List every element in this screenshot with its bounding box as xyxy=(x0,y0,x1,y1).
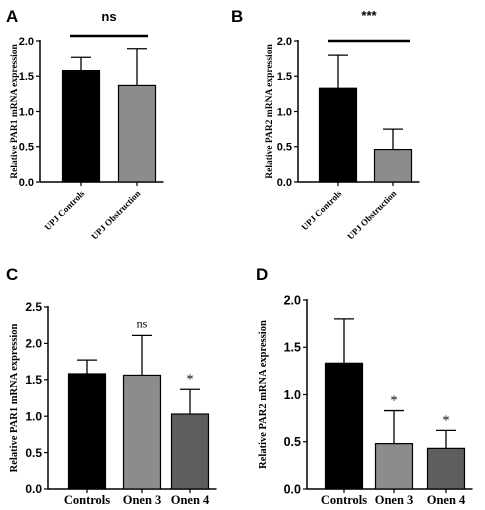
y-tick-label: 2.0 xyxy=(19,36,34,48)
bar xyxy=(318,87,358,183)
y-tick-label: 1.5 xyxy=(277,71,292,83)
category-label: Onen 3 xyxy=(123,493,162,507)
bar xyxy=(67,373,107,490)
y-tick-label: 0.0 xyxy=(284,482,301,496)
y-tick-label: 1.5 xyxy=(25,373,42,387)
panel-letter-c: C xyxy=(6,265,18,284)
y-tick-label: 0.5 xyxy=(19,142,34,154)
category-label: Controls xyxy=(64,493,110,507)
significance-label: ns xyxy=(101,9,116,24)
bar xyxy=(170,413,210,490)
y-tick-label: 0.5 xyxy=(277,142,292,154)
bar xyxy=(426,447,466,490)
bar xyxy=(373,148,413,183)
category-label: Onen 4 xyxy=(171,493,210,507)
y-tick-label: 1.0 xyxy=(25,409,42,423)
y-tick-label: 1.0 xyxy=(277,106,292,118)
category-label: UPJ Obstruction xyxy=(345,188,398,241)
significance-mark: * xyxy=(391,394,398,409)
y-axis-label: Relative PAR1 mRNA expression xyxy=(9,324,20,473)
bar xyxy=(374,443,414,490)
category-label: UPJ Controls xyxy=(300,188,344,232)
significance-label: *** xyxy=(361,8,377,23)
bar xyxy=(122,374,162,490)
y-tick-label: 0.0 xyxy=(277,177,292,189)
panel-letter-a: A xyxy=(6,7,18,26)
y-tick-label: 1.0 xyxy=(284,388,301,402)
panel-c: C 0.0 0.5 1.0 1.5 2.0 2.5 Relative PAR1 mRNA e… xyxy=(6,265,217,507)
category-label: Onen 3 xyxy=(375,493,414,507)
panel-letter-b: B xyxy=(231,7,243,26)
y-axis-label: Relative PAR2 mRNA expression xyxy=(258,320,269,469)
significance-mark: ns xyxy=(137,316,148,330)
y-tick-label: 2.0 xyxy=(25,337,42,351)
bar xyxy=(324,362,364,490)
bar xyxy=(117,84,157,183)
y-tick-label: 2.5 xyxy=(25,300,42,314)
y-axis-label: Relative PAR2 mRNA expression xyxy=(265,44,275,179)
significance-mark: * xyxy=(187,372,194,387)
panel-d: D 0.0 0.5 1.0 1.5 2.0 Relative PAR2 mRNA expr… xyxy=(256,265,473,507)
category-label: Controls xyxy=(321,493,367,507)
y-tick-label: 0.5 xyxy=(284,435,301,449)
panel-letter-d: D xyxy=(256,265,268,284)
category-label: UPJ Obstruction xyxy=(89,188,142,241)
y-axis-label: Relative PAR1 mRNA expression xyxy=(10,44,20,179)
category-label: Onen 4 xyxy=(427,493,466,507)
y-tick-label: 2.0 xyxy=(277,36,292,48)
category-label: UPJ Controls xyxy=(43,188,87,232)
significance-mark: * xyxy=(443,413,450,428)
y-tick-label: 0.0 xyxy=(25,482,42,496)
y-tick-label: 2.0 xyxy=(284,293,301,307)
bar xyxy=(61,70,101,183)
y-tick-label: 1.5 xyxy=(284,341,301,355)
y-tick-label: 0.5 xyxy=(25,446,42,460)
y-tick-label: 1.5 xyxy=(19,71,34,83)
y-tick-label: 1.0 xyxy=(19,106,34,118)
y-tick-label: 0.0 xyxy=(19,177,34,189)
